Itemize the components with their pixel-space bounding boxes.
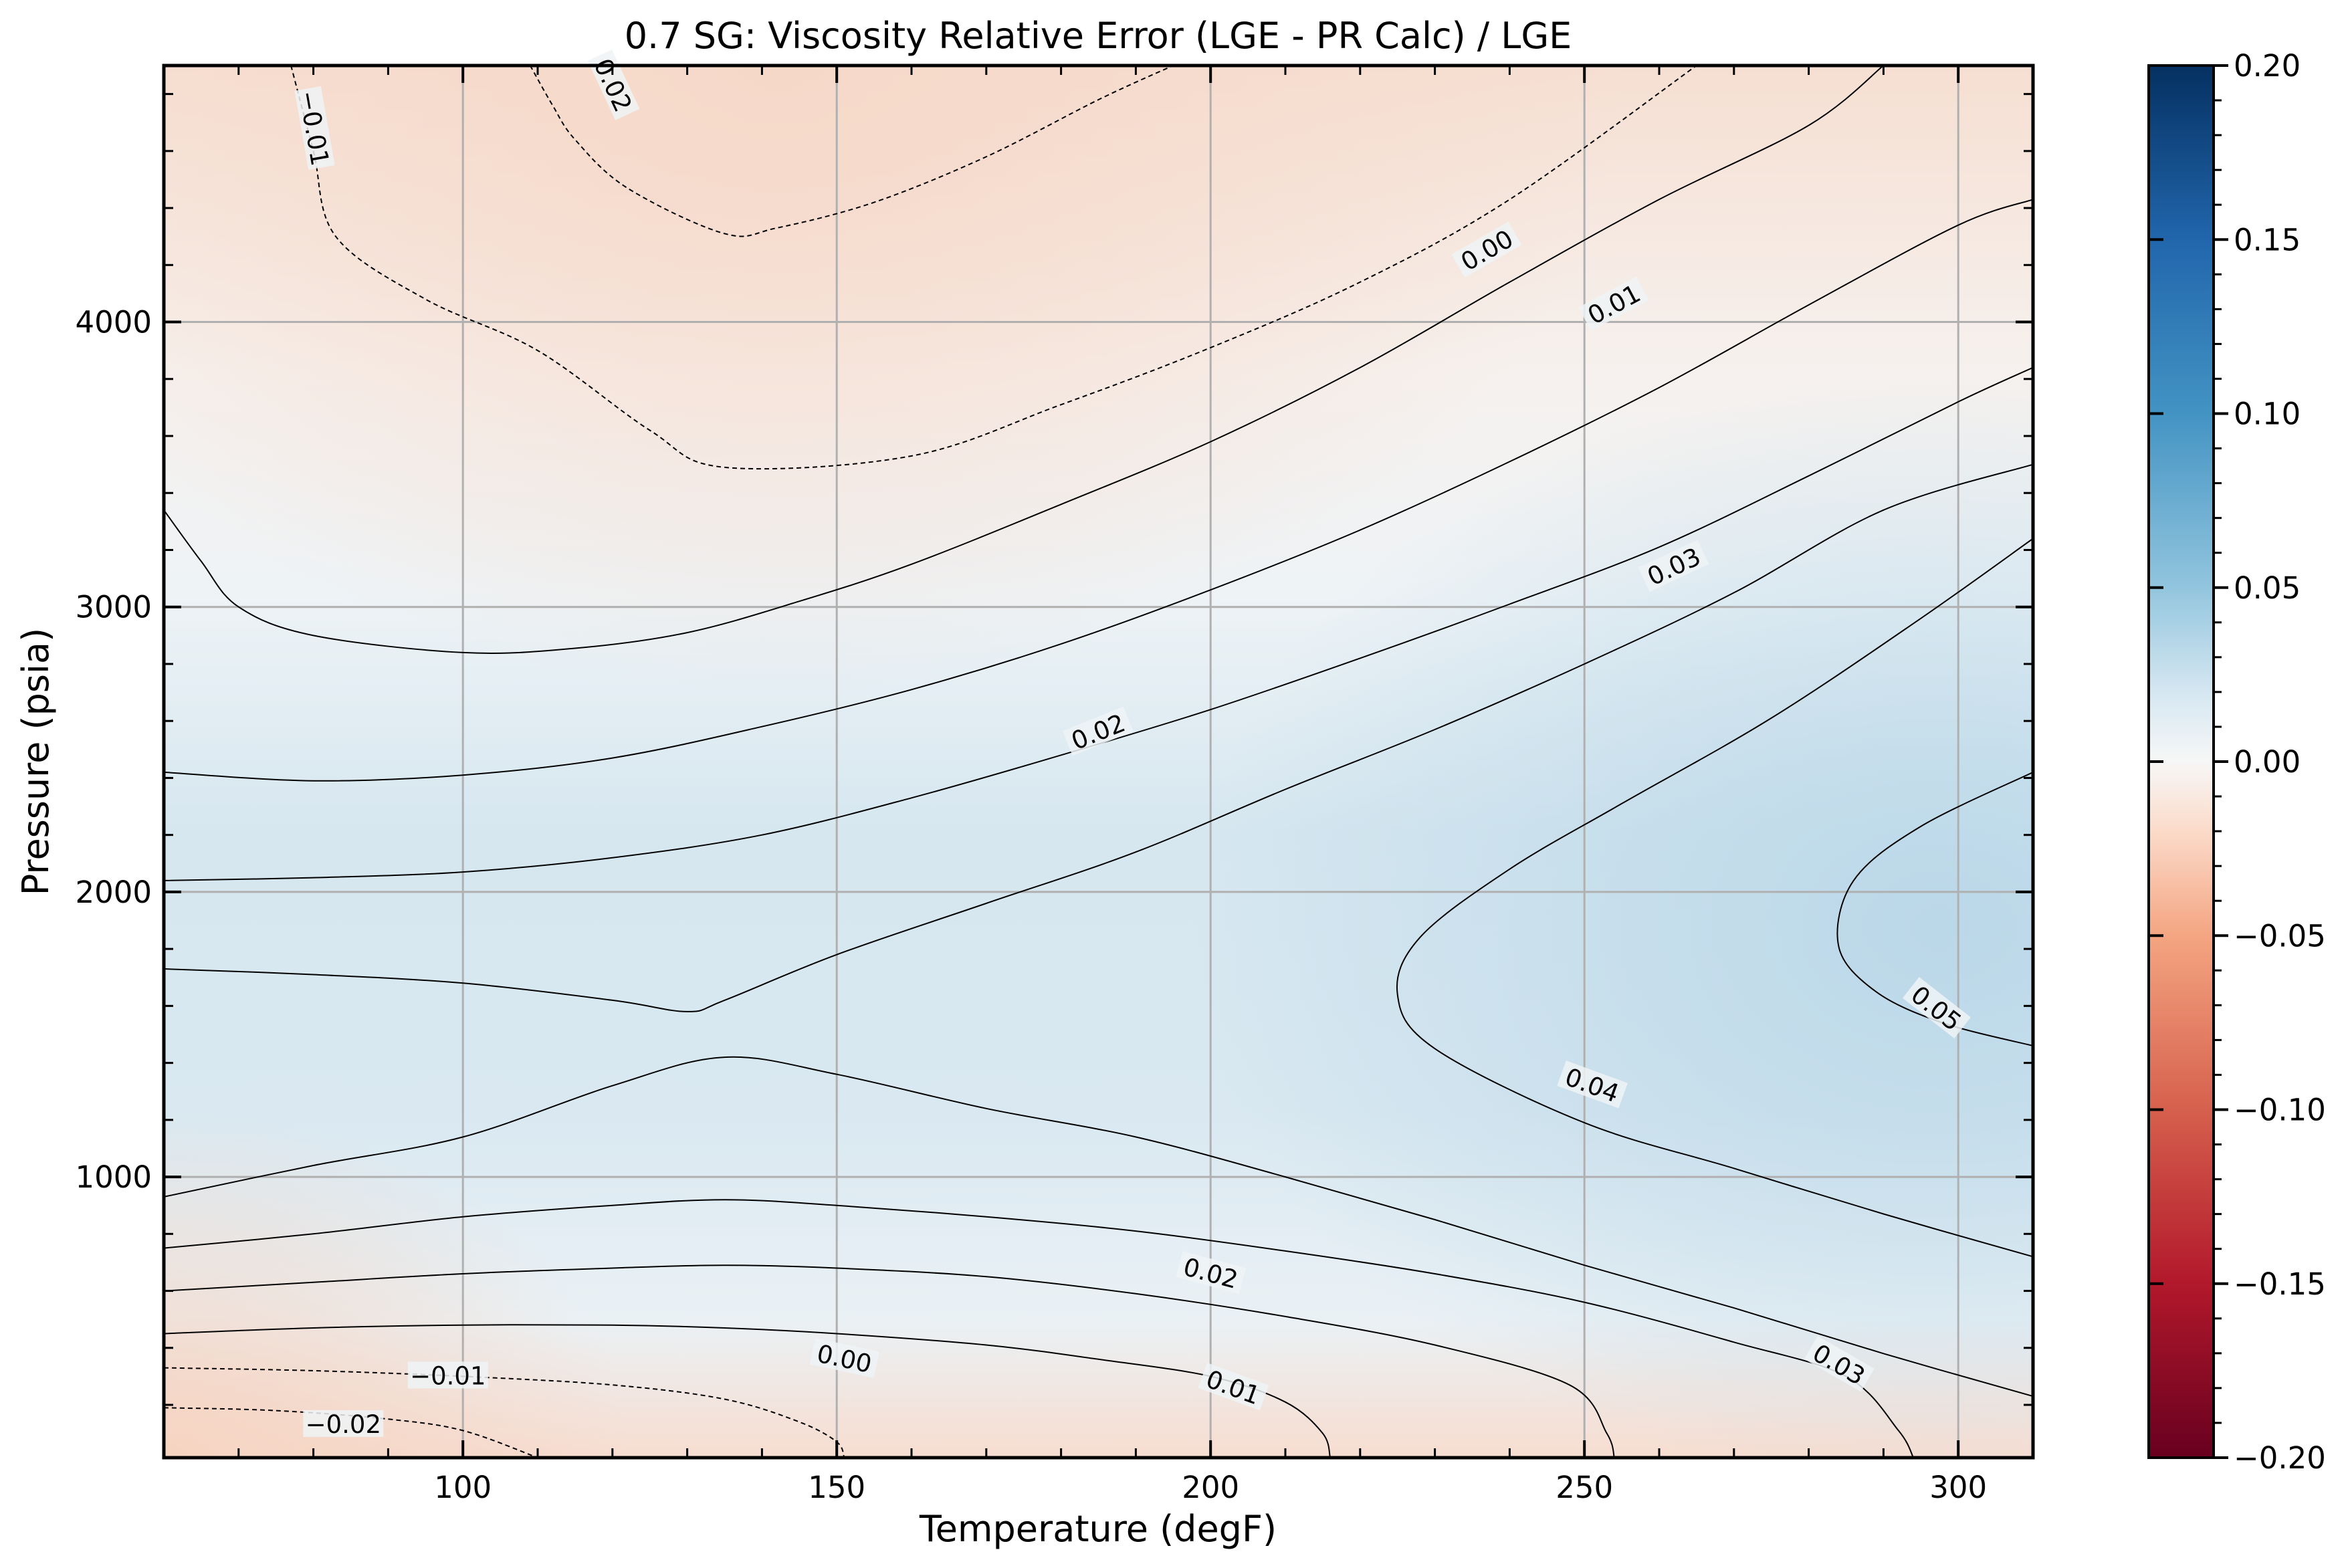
contour-label-bg — [1176, 1251, 1247, 1295]
contour-label-bg — [1557, 1060, 1628, 1109]
colorbar-tick-label: −0.15 — [2234, 1266, 2326, 1302]
colorbar-tick-label: 0.10 — [2234, 397, 2301, 432]
contour-line — [164, 1056, 2033, 1397]
colorbar-tick-label: 0.00 — [2234, 744, 2301, 780]
contour-line — [529, 66, 1174, 237]
contour-label: 0.00 — [809, 1338, 879, 1379]
contour-label-bg — [407, 1361, 488, 1389]
chart-title: 0.7 SG: Viscosity Relative Error (LGE - … — [625, 15, 1572, 57]
colorbar-ticks: −0.20 −0.15 −0.10 −0.05 0.00 0.05 0.10 0.15 0.20 — [2149, 48, 2326, 1476]
colorbar-tick-label: 0.20 — [2234, 48, 2301, 84]
contour-line — [164, 463, 2033, 1012]
colorbar-tick-label: 0.15 — [2234, 222, 2301, 257]
y-tick-label: 3000 — [75, 590, 152, 625]
grid — [164, 66, 2033, 1458]
x-tick-label: 100 — [434, 1470, 492, 1505]
contour-label: −0.02 — [303, 1410, 384, 1439]
contour-line — [164, 199, 2033, 782]
contour-line — [1396, 538, 2033, 1258]
contour-line — [164, 66, 1885, 654]
contour-lines — [164, 66, 2033, 1458]
contour-field — [164, 66, 2033, 1458]
x-tick-label: 300 — [1929, 1470, 1987, 1505]
field-cool-right — [164, 66, 2033, 1458]
contour-label-bg — [303, 1410, 384, 1437]
contour-line — [164, 1264, 1615, 1458]
colorbar: −0.20 −0.15 −0.10 −0.05 0.00 0.05 0.10 0.15 0.20 — [2147, 48, 2326, 1476]
colorbar-tick-label: −0.10 — [2234, 1093, 2326, 1128]
contour-label-bg — [294, 86, 335, 171]
contour-line — [164, 366, 2033, 881]
contour-label-bg — [1578, 276, 1649, 331]
y-tick-label: 4000 — [75, 305, 152, 340]
x-axis: 100 150 200 250 300 — [163, 66, 2034, 1505]
contour-line — [164, 1199, 1914, 1458]
colorbar-tick-label: −0.05 — [2234, 918, 2326, 954]
x-tick-label: 250 — [1556, 1470, 1613, 1505]
contour-label-bg — [1903, 977, 1971, 1038]
plot-frame — [162, 64, 2035, 1460]
y-tick-label: 2000 — [75, 875, 152, 910]
colorbar-tick-label: −0.20 — [2234, 1440, 2326, 1476]
y-axis-label: Pressure (psia) — [15, 628, 57, 895]
x-tick-label: 200 — [1182, 1470, 1239, 1505]
x-axis-label: Temperature (degF) — [919, 1508, 1277, 1550]
contour-label-text: −0.01 — [410, 1361, 486, 1390]
contour-label-bg — [1062, 706, 1134, 756]
contour-label-bg — [1804, 1335, 1875, 1392]
contour-label-bg — [1638, 540, 1709, 592]
contour-label-bg — [809, 1338, 879, 1378]
contour-label-bg — [587, 49, 640, 120]
contour-label-text: −0.02 — [306, 1410, 381, 1439]
y-tick-label: 1000 — [75, 1159, 152, 1195]
contour-line — [290, 66, 1697, 470]
x-tick-label: 150 — [808, 1470, 865, 1505]
contour-label-bg — [1451, 221, 1522, 278]
colorbar-tick-label: 0.05 — [2234, 570, 2301, 606]
y-axis: 1000 2000 3000 4000 — [75, 93, 2033, 1406]
contour-label-bg — [1198, 1363, 1269, 1411]
contour-label: −0.01 — [407, 1361, 488, 1390]
